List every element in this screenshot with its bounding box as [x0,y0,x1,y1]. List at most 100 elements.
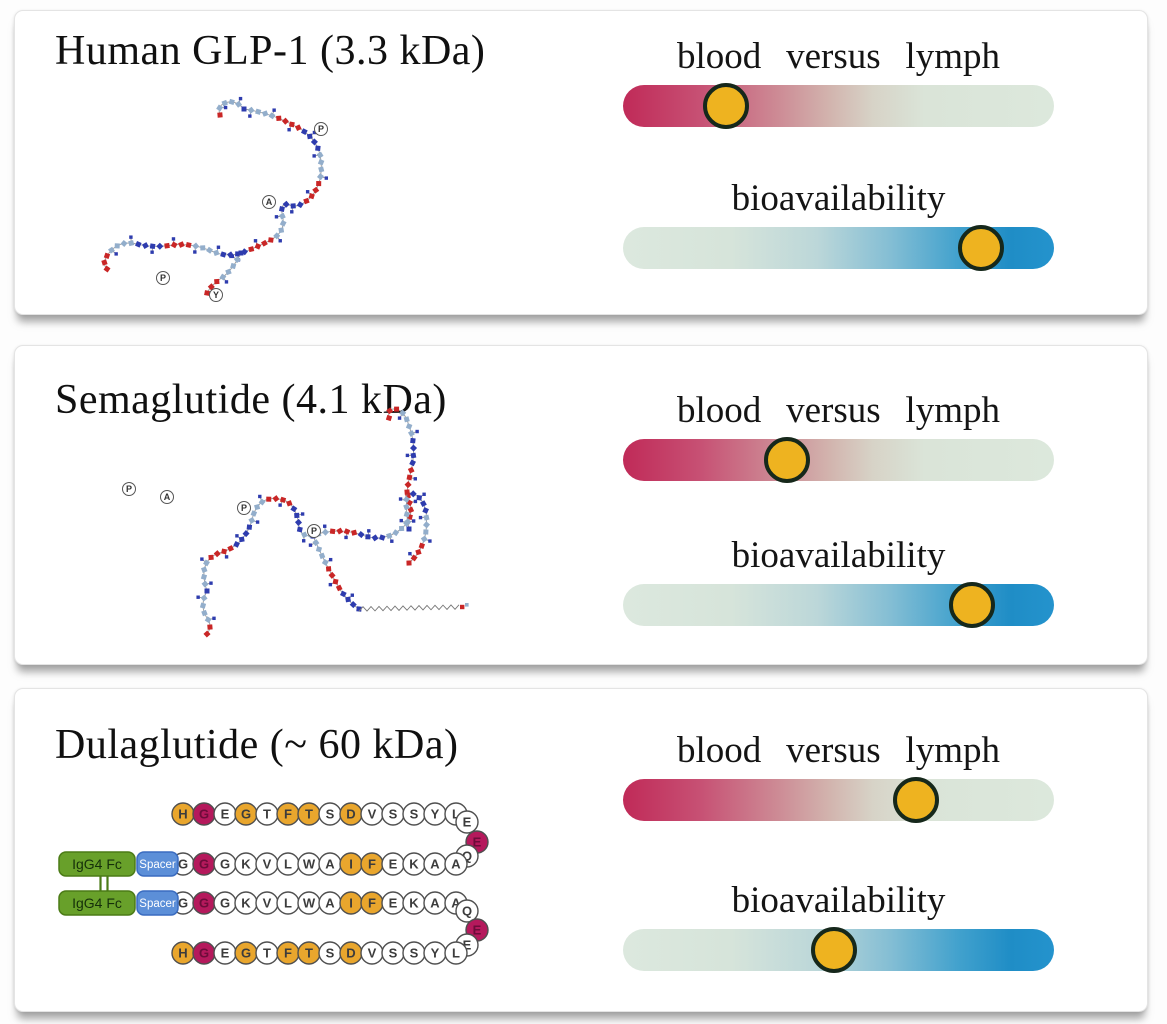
slider-marker [957,224,1004,271]
svg-text:G: G [199,946,209,961]
svg-text:S: S [389,807,398,822]
svg-text:A: A [164,492,171,502]
svg-text:T: T [305,946,313,961]
bioavailability-bar [623,224,1054,271]
slider-marker [811,926,858,973]
svg-text:A: A [325,857,335,872]
bioavailability-bar [623,581,1054,628]
svg-text:K: K [409,857,419,872]
svg-text:I: I [349,857,353,872]
svg-text:H: H [178,946,187,961]
bioavailability-slider: bioavailability [623,535,1054,628]
svg-text:D: D [346,807,355,822]
svg-text:V: V [368,807,377,822]
svg-text:Y: Y [431,807,440,822]
svg-text:E: E [221,807,230,822]
svg-text:A: A [430,857,440,872]
blood-vs-lymph-label: blood versus lymph [677,36,1000,77]
svg-text:Y: Y [431,946,440,961]
svg-text:P: P [311,526,317,536]
blood-vs-lymph-slider: blood versus lymph [623,390,1054,483]
svg-text:IgG4 Fc: IgG4 Fc [72,895,122,911]
slider-column: blood versus lymph bioavailability [623,346,1054,664]
svg-text:L: L [452,807,460,822]
svg-text:V: V [368,946,377,961]
svg-text:P: P [126,484,132,494]
svg-text:F: F [368,896,376,911]
blood-vs-lymph-bar [623,82,1054,129]
svg-text:F: F [284,807,292,822]
slider-column: blood versus lymph bioavailability [623,11,1054,314]
slider-marker [703,82,750,129]
svg-text:H: H [178,807,187,822]
svg-text:E: E [221,946,230,961]
svg-text:L: L [284,857,292,872]
svg-text:K: K [409,896,419,911]
svg-text:G: G [178,857,188,872]
bioavailability-label: bioavailability [731,535,946,576]
svg-text:V: V [263,857,272,872]
svg-text:L: L [452,946,460,961]
svg-text:A: A [451,857,461,872]
blood-vs-lymph-label: blood versus lymph [677,730,1000,771]
svg-text:T: T [305,807,313,822]
svg-text:K: K [241,857,251,872]
svg-text:G: G [241,807,251,822]
svg-text:G: G [178,896,188,911]
svg-text:Spacer: Spacer [139,859,176,871]
bioavailability-slider: bioavailability [623,178,1054,271]
panel-human-glp1: Human GLP-1 (3.3 kDa) P A P Y blood versus … [14,10,1148,315]
panel-title: Dulaglutide (~ 60 kDa) [55,722,459,768]
svg-text:I: I [349,896,353,911]
svg-text:A: A [451,896,461,911]
svg-text:G: G [199,857,209,872]
svg-text:G: G [241,946,251,961]
svg-text:L: L [284,896,292,911]
svg-text:T: T [263,807,271,822]
panel-title: Human GLP-1 (3.3 kDa) [55,28,486,74]
blood-vs-lymph-label: blood versus lymph [677,390,1000,431]
svg-text:A: A [430,896,440,911]
bioavailability-label: bioavailability [731,178,946,219]
svg-text:G: G [220,857,230,872]
svg-text:G: G [199,807,209,822]
svg-text:F: F [284,946,292,961]
panel-semaglutide: Semaglutide (4.1 kDa) P A P P blood versus … [14,345,1148,665]
svg-text:E: E [389,896,398,911]
svg-text:G: G [220,896,230,911]
bioavailability-bar [623,926,1054,973]
svg-text:D: D [346,946,355,961]
svg-text:E: E [463,815,472,830]
blood-vs-lymph-bar [623,776,1054,823]
svg-text:G: G [199,896,209,911]
svg-text:T: T [263,946,271,961]
svg-text:A: A [266,197,273,207]
svg-text:E: E [473,835,482,850]
svg-text:S: S [326,946,335,961]
slider-marker [893,776,940,823]
svg-text:Y: Y [213,290,219,300]
blood-vs-lymph-slider: blood versus lymph [623,730,1054,823]
svg-text:P: P [241,503,247,513]
bioavailability-label: bioavailability [731,880,946,921]
svg-text:E: E [473,923,482,938]
svg-text:Q: Q [462,904,472,919]
svg-text:S: S [410,807,419,822]
svg-text:F: F [368,857,376,872]
panel-title: Semaglutide (4.1 kDa) [55,377,447,423]
svg-text:S: S [389,946,398,961]
blood-vs-lymph-bar [623,436,1054,483]
svg-text:W: W [303,896,316,911]
svg-text:A: A [325,896,335,911]
svg-text:E: E [463,938,472,953]
svg-text:P: P [318,124,324,134]
svg-text:K: K [241,896,251,911]
svg-text:Spacer: Spacer [139,898,176,910]
slider-marker [949,581,996,628]
svg-text:S: S [410,946,419,961]
slider-column: blood versus lymph bioavailability [623,689,1054,1011]
bioavailability-slider: bioavailability [623,880,1054,973]
svg-text:E: E [389,857,398,872]
svg-text:V: V [263,896,272,911]
